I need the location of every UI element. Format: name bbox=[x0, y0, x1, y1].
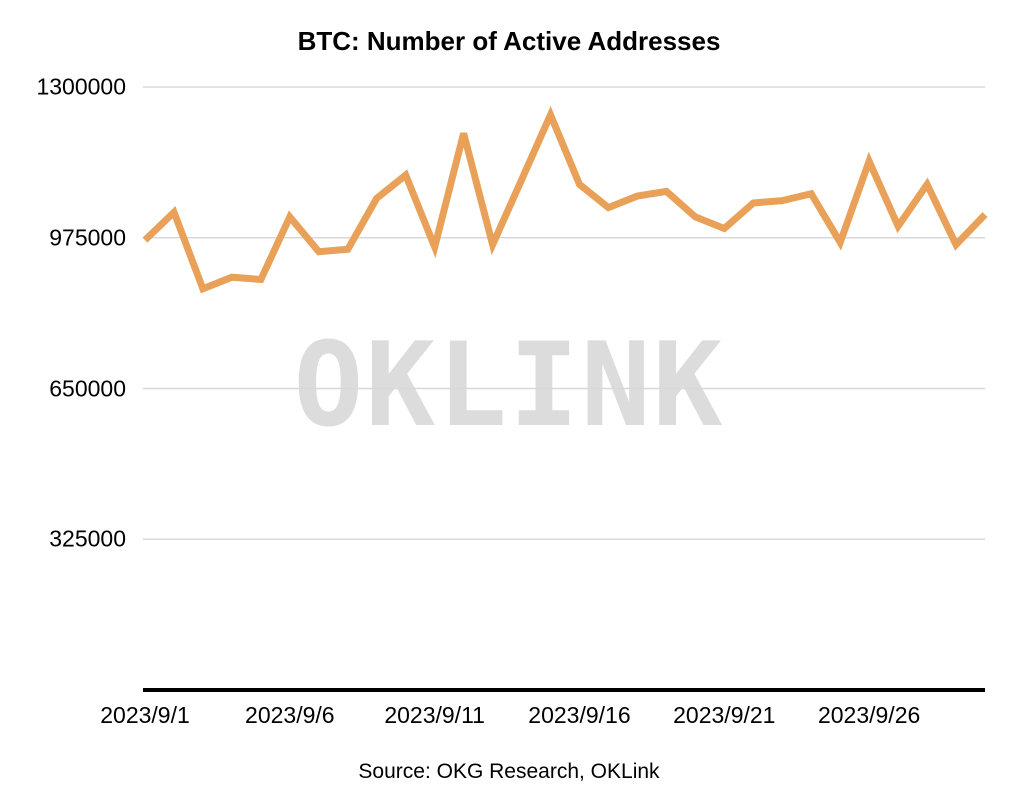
x-axis-label: 2023/9/16 bbox=[528, 702, 631, 728]
y-axis-label: 1300000 bbox=[36, 73, 126, 100]
y-axis-label: 650000 bbox=[49, 375, 126, 401]
series-line bbox=[142, 105, 988, 294]
y-axis-label: 975000 bbox=[49, 224, 126, 251]
oklink-watermark: OKLINK bbox=[293, 318, 725, 453]
chart-title: BTC: Number of Active Addresses bbox=[297, 26, 721, 56]
x-axis-label: 2023/9/1 bbox=[100, 702, 190, 728]
x-axis-label: 2023/9/6 bbox=[245, 702, 335, 728]
x-axis-label: 2023/9/21 bbox=[673, 702, 776, 728]
x-axis-label: 2023/9/26 bbox=[817, 702, 921, 728]
source-caption: Source: OKG Research, OKLink bbox=[358, 760, 660, 783]
y-axis-label: 325000 bbox=[49, 525, 126, 552]
x-axis-label: 2023/9/11 bbox=[384, 702, 485, 728]
